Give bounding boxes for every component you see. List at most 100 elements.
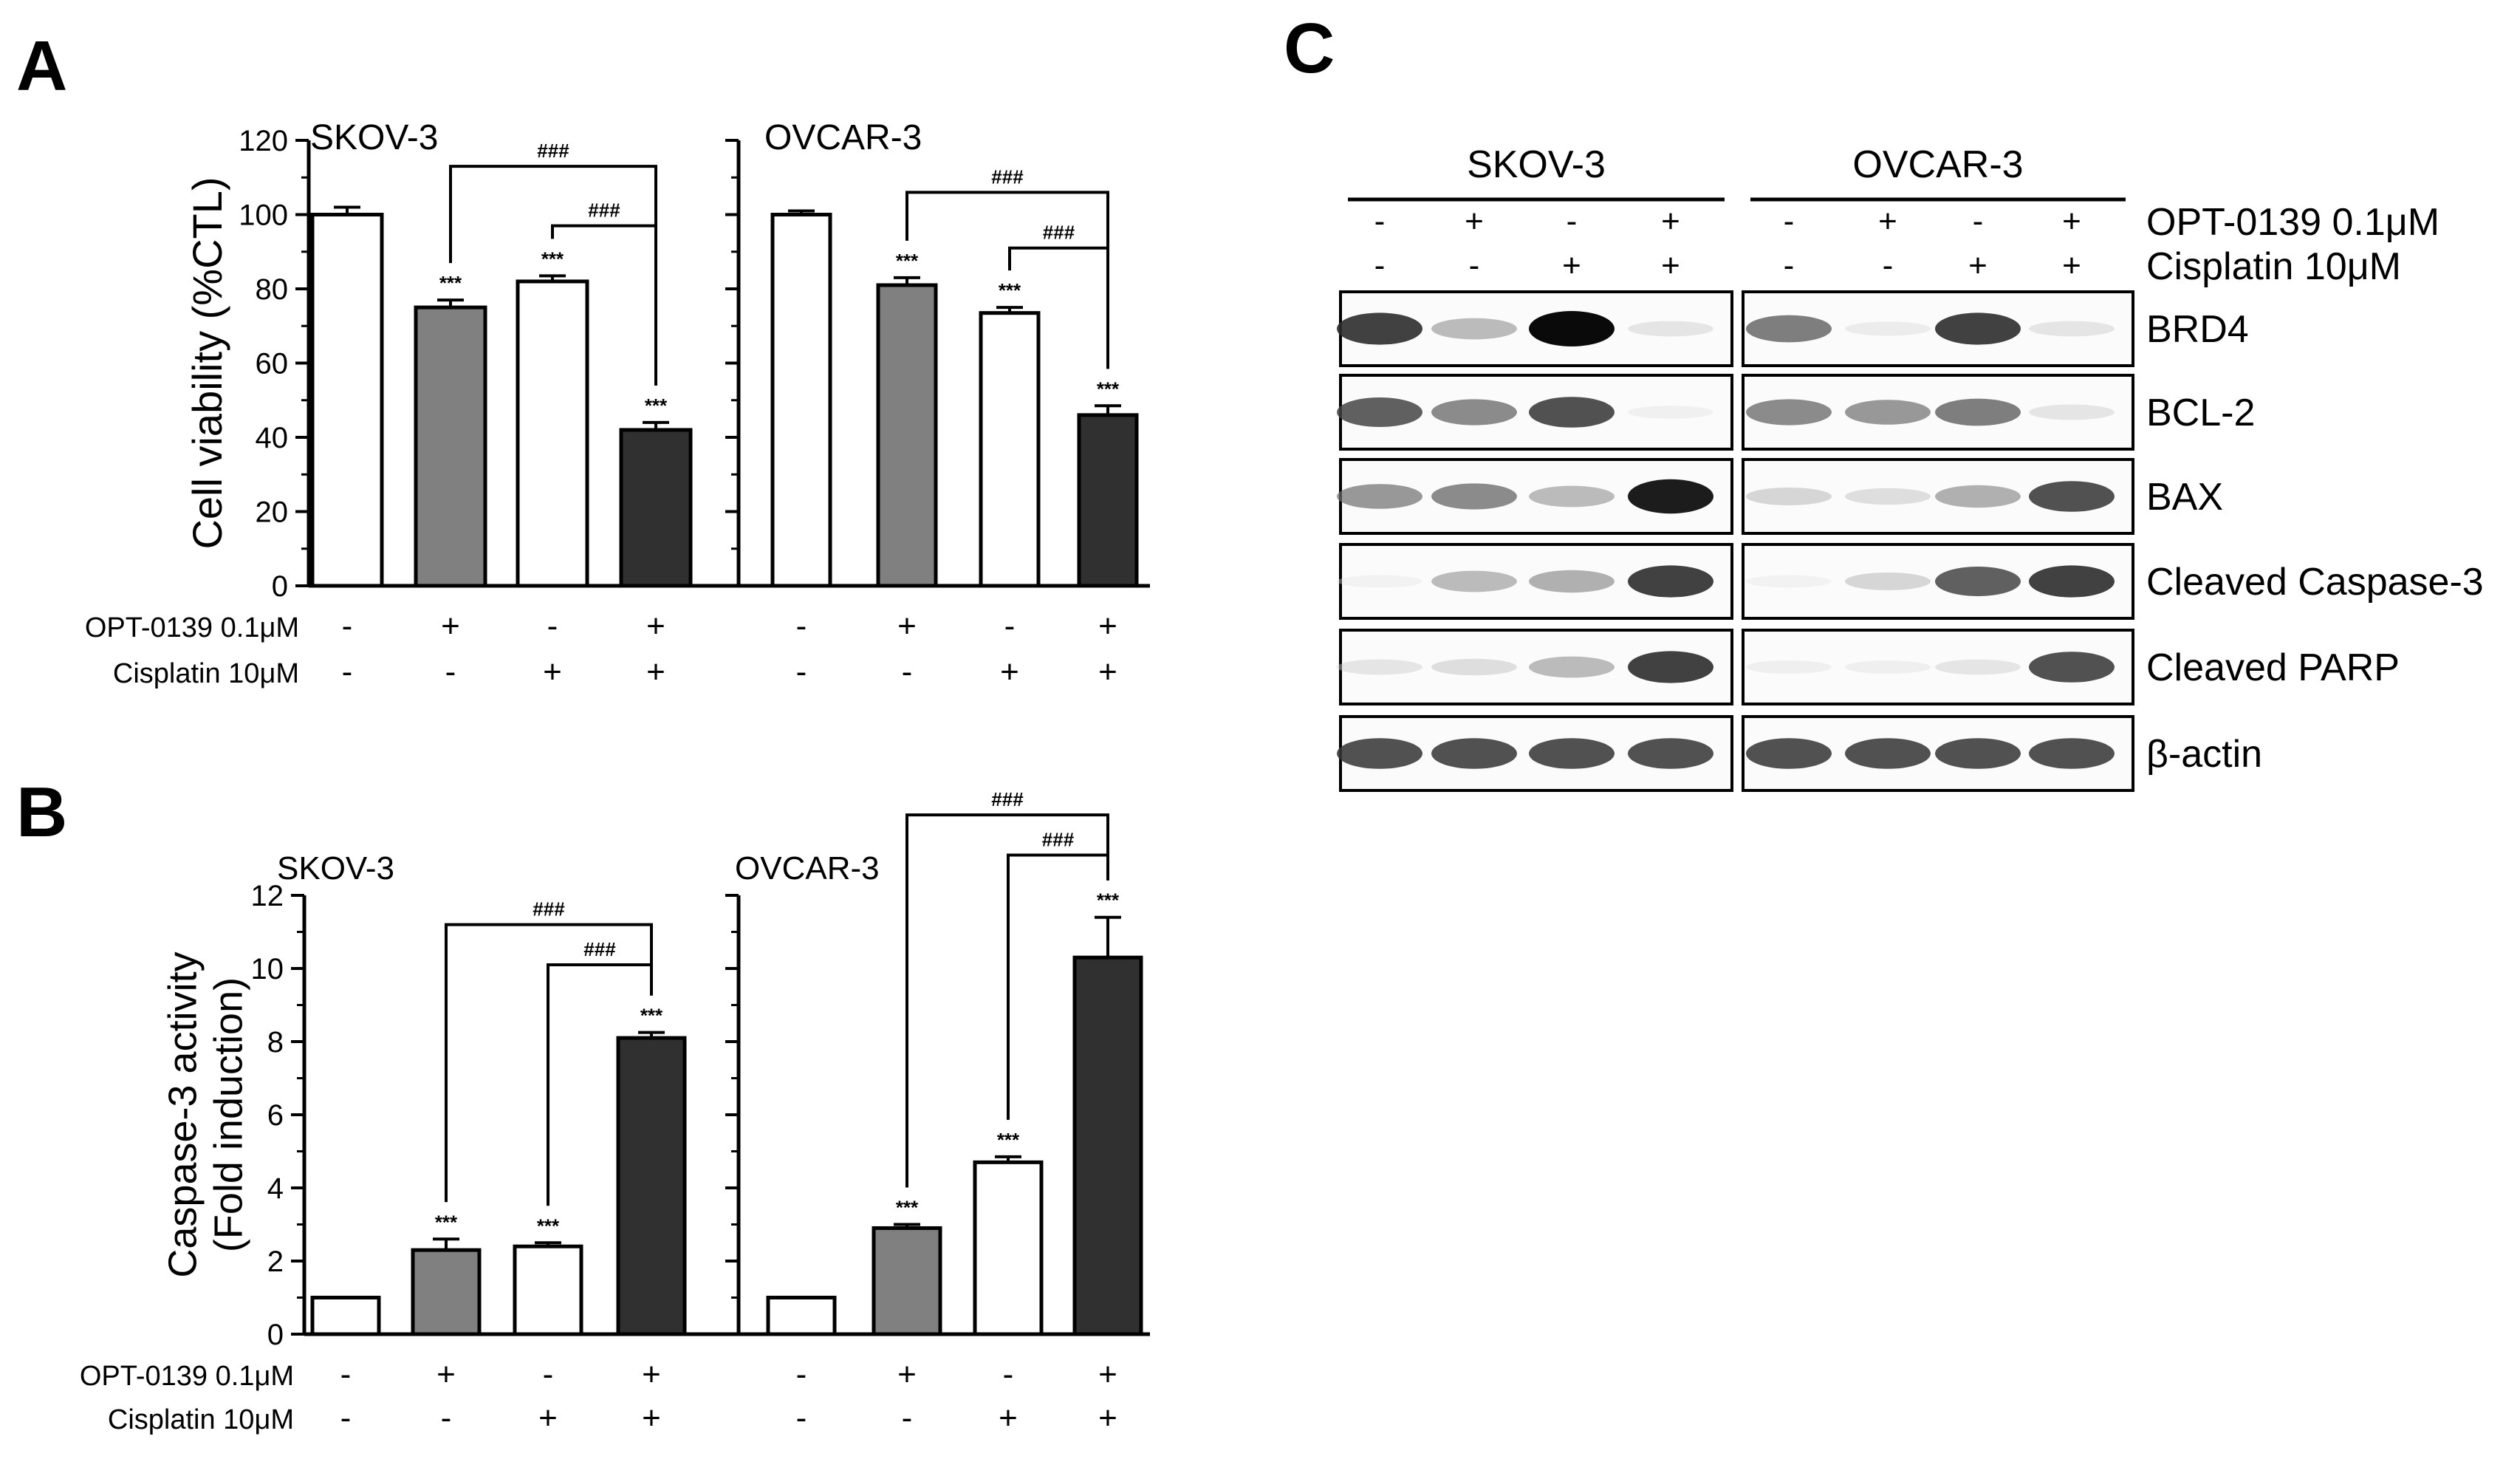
blot-band — [1746, 738, 1832, 769]
blot-band — [1337, 575, 1422, 588]
blot-band — [2029, 321, 2115, 337]
treatment-sign: - — [1004, 608, 1016, 644]
blot-band — [1337, 312, 1422, 345]
blot-band — [1431, 738, 1517, 769]
blot-treatment-sign: + — [1661, 203, 1680, 239]
panel-letter-b: B — [16, 773, 67, 852]
treatment-sign: - — [796, 608, 807, 644]
comparison-label: ### — [991, 788, 1024, 810]
treatment-sign: + — [441, 608, 460, 644]
bar — [310, 1296, 381, 1336]
bar-chart-a-ovcar3: OVCAR-3 *** *** *** ### ### - + - + - - + + — [725, 118, 1150, 690]
treatment-label: OPT-0139 0.1μM — [85, 612, 299, 643]
blot-treatment-sign: + — [1661, 247, 1680, 284]
treatment-sign: + — [543, 654, 562, 690]
blot-band — [1746, 660, 1832, 674]
blot-row-label: β-actin — [2146, 733, 2262, 776]
comparison-bracket — [1008, 246, 1109, 369]
bar — [766, 1296, 837, 1336]
blot-band — [1529, 570, 1615, 593]
blot-band — [1628, 321, 1713, 337]
blot-band — [1845, 660, 1931, 674]
treatment-sign: - — [445, 654, 456, 690]
blot-treatment-sign: - — [1883, 247, 1894, 284]
blot-treatment-sign: - — [1784, 247, 1795, 284]
blot-band — [1746, 575, 1832, 588]
comparison-label: ### — [583, 938, 616, 960]
chart-title: OVCAR-3 — [735, 850, 880, 886]
blot-band — [1845, 488, 1931, 505]
blot-band — [2029, 738, 2115, 769]
bar-chart-b-skov3: 0 2 4 6 8 10 12 Caspase-3 activity(Fold inducti… — [80, 850, 744, 1436]
y-tick-label: 20 — [256, 496, 289, 529]
blot-band — [1935, 659, 2021, 675]
treatment-sign: + — [642, 1356, 661, 1393]
blot-band — [1337, 738, 1422, 769]
treatment-sign: + — [642, 1400, 661, 1436]
significance-label: *** — [1097, 889, 1120, 912]
bar-chart-a-skov3: 0 20 40 60 80 100 120 Cell viability (%CTL) SKOV… — [85, 118, 744, 690]
treatment-label: Cisplatin 10μM — [113, 658, 299, 689]
treatment-sign: + — [646, 608, 665, 644]
blot-treatment-sign: + — [1465, 203, 1484, 239]
blot-group-label: OVCAR-3 — [1852, 143, 2023, 186]
blot-band — [1529, 738, 1615, 769]
comparison-label: ### — [991, 165, 1024, 188]
significance-label: *** — [999, 279, 1021, 301]
blot-band — [1529, 397, 1615, 428]
treatment-sign: + — [1098, 1356, 1117, 1393]
blot-band — [1746, 488, 1832, 505]
blot-band — [1935, 485, 2021, 508]
y-axis-label-line: (Fold induction) — [206, 977, 250, 1252]
bar — [770, 213, 832, 588]
y-tick-label: 8 — [267, 1026, 284, 1059]
panel-letter-c: C — [1284, 9, 1335, 88]
treatment-sign: - — [342, 654, 353, 690]
blot-treatment-sign: - — [1973, 203, 1984, 239]
bar-chart-b-ovcar3: OVCAR-3 *** *** *** ### ### - + - + - - + + — [725, 788, 1150, 1436]
significance-label: *** — [537, 1214, 560, 1237]
comparison-label: ### — [533, 898, 565, 920]
blot-band — [1746, 315, 1832, 343]
blot-row-label: BCL-2 — [2146, 392, 2255, 434]
treatment-sign: + — [436, 1356, 456, 1393]
comparison-bracket — [445, 923, 653, 1203]
blot-treatment-sign: - — [1374, 203, 1386, 239]
treatment-sign: - — [441, 1400, 452, 1436]
y-tick-label: 6 — [267, 1099, 284, 1132]
comparison-bracket — [551, 224, 657, 386]
blot-band — [1529, 656, 1615, 678]
treatment-sign: - — [902, 654, 913, 690]
y-axis-label-line: Caspase-3 activity — [160, 951, 205, 1277]
significance-label: *** — [997, 1129, 1020, 1151]
blot-treatment-sign: - — [1469, 247, 1480, 284]
blot-row-label: BAX — [2146, 476, 2223, 519]
treatment-sign: + — [1000, 654, 1019, 690]
y-tick-label: 0 — [272, 570, 288, 603]
blot-band — [1628, 565, 1713, 598]
treatment-sign: + — [1098, 654, 1117, 690]
blot-band — [1628, 651, 1713, 683]
blot-band — [1935, 738, 2021, 769]
treatment-sign: - — [340, 1356, 352, 1393]
blot-band — [1935, 398, 2021, 426]
bar — [619, 428, 693, 588]
bar — [979, 311, 1041, 588]
y-axis-label: Caspase-3 activity(Fold induction) — [160, 951, 250, 1277]
blot-band — [1935, 567, 2021, 596]
blot-band — [1628, 738, 1713, 769]
treatment-sign: + — [538, 1400, 558, 1436]
bar — [513, 1244, 583, 1336]
blot-band — [1628, 479, 1713, 514]
bar — [1077, 413, 1139, 588]
chart-title: SKOV-3 — [310, 118, 438, 157]
chart-title: SKOV-3 — [277, 850, 394, 886]
blot-treatment-sign: - — [1784, 203, 1795, 239]
treatment-sign: - — [340, 1400, 352, 1436]
blot-band — [1529, 311, 1615, 346]
treatment-sign: - — [796, 654, 807, 690]
comparison-bracket — [547, 963, 653, 1206]
significance-label: *** — [896, 1197, 919, 1219]
y-tick-label: 80 — [256, 273, 289, 306]
